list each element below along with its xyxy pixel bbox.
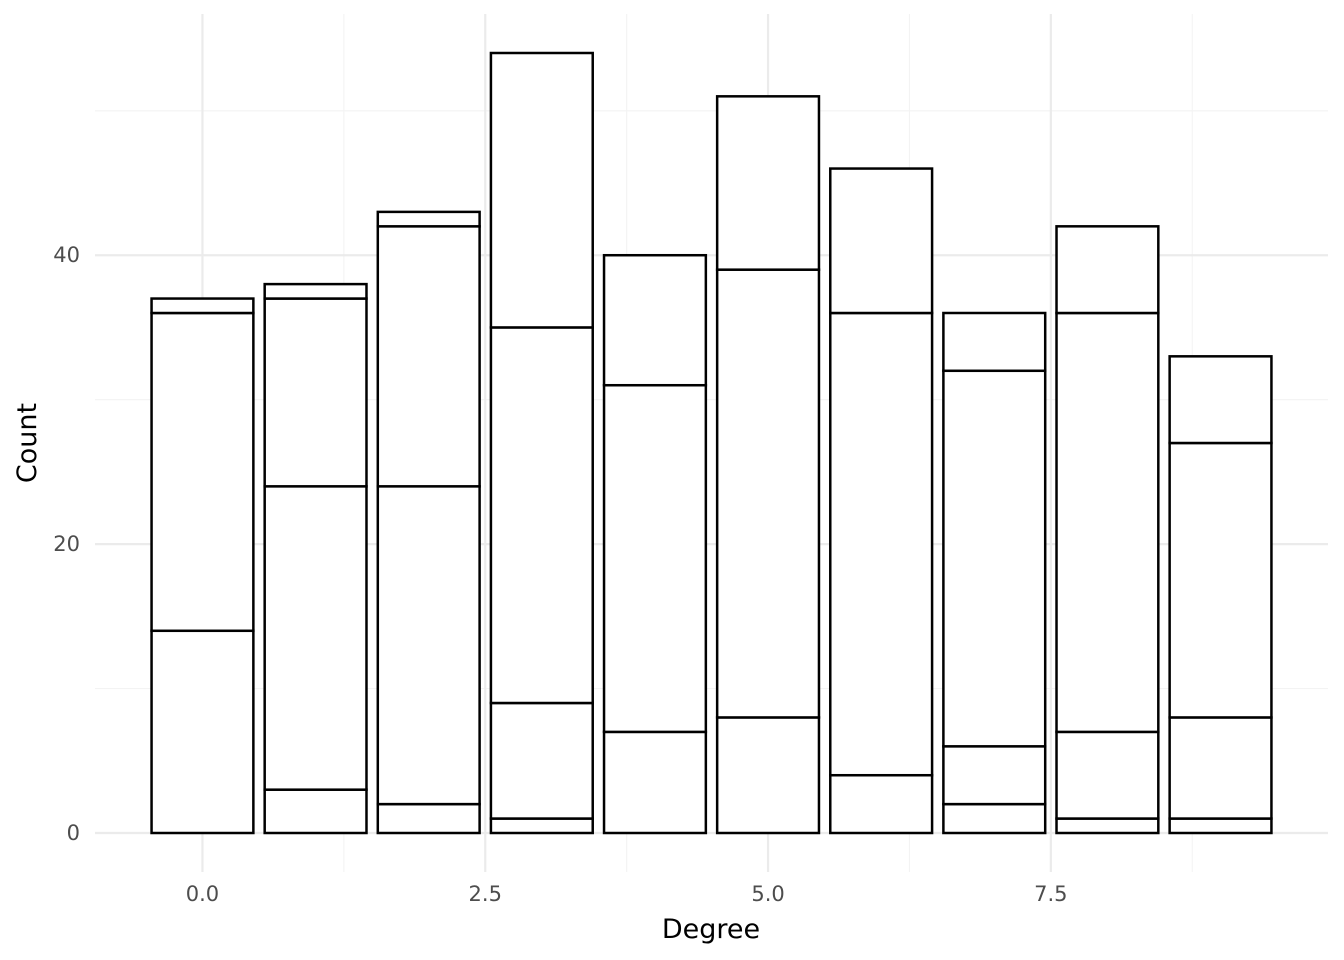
bar-segment: [1168, 441, 1273, 719]
bar-segment: [829, 311, 934, 777]
bar-segment: [489, 817, 594, 835]
bar-segment: [150, 297, 255, 315]
bar-segment: [1055, 225, 1160, 315]
bar-segment: [376, 210, 481, 228]
bar-segment: [942, 745, 1047, 806]
bar-segment: [376, 802, 481, 835]
bar-segment: [376, 485, 481, 806]
bar-segment: [715, 95, 821, 271]
bar-segment: [489, 701, 594, 820]
bar-segment: [263, 788, 368, 835]
bar-segment: [1168, 716, 1273, 820]
bar-segment: [376, 225, 481, 488]
y-tick-label: 40: [53, 243, 80, 267]
x-tick-label: 5.0: [751, 882, 784, 906]
bar-segment: [715, 268, 821, 719]
bar-segment: [942, 369, 1047, 748]
bar-segment: [1168, 355, 1273, 445]
bars: [150, 51, 1273, 835]
tick-labels: 0.0 2.5 5.0 7.5 0 20 40: [53, 243, 1067, 906]
bar-segment: [942, 802, 1047, 835]
x-tick-label: 2.5: [469, 882, 502, 906]
bar-segment: [829, 773, 934, 835]
bar-segment: [263, 297, 368, 488]
x-tick-label: 7.5: [1034, 882, 1067, 906]
bar-segment: [150, 629, 255, 835]
bar-segment: [602, 730, 708, 835]
bar-segment: [1055, 311, 1160, 734]
bar-segment: [1055, 817, 1160, 835]
bar-segment: [489, 326, 594, 705]
bar-segment: [829, 167, 934, 315]
y-tick-label: 0: [67, 821, 80, 845]
y-axis-title: Count: [12, 403, 43, 483]
bar-segment: [602, 253, 708, 387]
bar-segment: [942, 311, 1047, 373]
bar-segment: [1168, 817, 1273, 835]
bar-segment: [715, 716, 821, 835]
bar-segment: [1055, 730, 1160, 820]
bar-segment: [489, 51, 594, 329]
x-axis-title: Degree: [662, 914, 760, 945]
y-tick-label: 20: [53, 532, 80, 556]
x-tick-label: 0.0: [186, 882, 219, 906]
bar-segment: [263, 485, 368, 791]
bar-segment: [602, 383, 708, 734]
bar-segment: [150, 311, 255, 633]
bar-segment: [263, 282, 368, 300]
